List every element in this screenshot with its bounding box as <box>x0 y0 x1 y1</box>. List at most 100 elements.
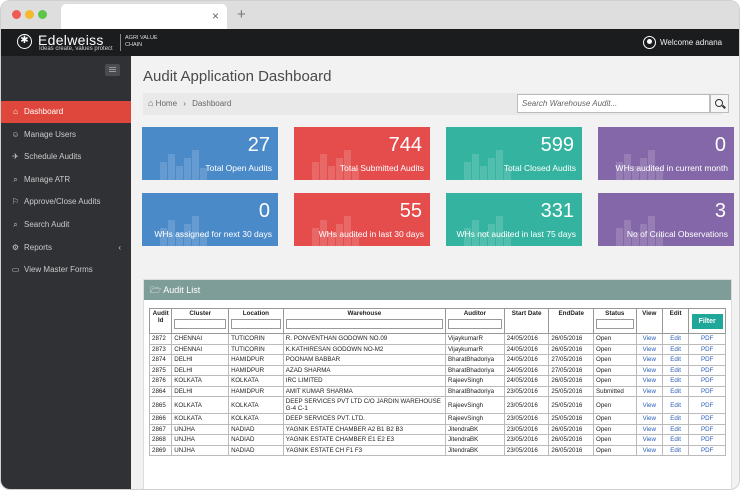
table-row[interactable]: 2876 KOLKATA KOLKATA IRC LIMITED RajeevSingh… <box>148 375 726 387</box>
table-cell: 2872 <box>148 333 173 345</box>
view-link[interactable]: View <box>635 396 663 414</box>
table-row[interactable]: 2866 KOLKATA KOLKATA DEEP SERVICES PVT. LTD… <box>148 413 726 425</box>
home-icon[interactable]: ⌂ <box>148 98 154 108</box>
maximize-window-dot[interactable] <box>38 10 47 19</box>
edit-link[interactable]: Edit <box>661 434 690 446</box>
edit-link[interactable]: Edit <box>661 375 690 387</box>
sidebar-item-view-master-forms[interactable]: ▭ View Master Forms <box>1 259 131 281</box>
pdf-link[interactable]: PDF <box>688 333 726 345</box>
sidebar-item-dashboard[interactable]: ⌂ Dashboard <box>1 101 131 123</box>
table-cell: 26/05/2016 <box>548 375 595 387</box>
stat-card[interactable]: 744 Total Submitted Audits <box>294 127 430 180</box>
welcome-user[interactable]: Welcome adnana <box>660 38 723 47</box>
stat-card[interactable]: 331 WHs not audited in last 75 days <box>446 193 582 246</box>
view-link[interactable]: View <box>635 364 663 376</box>
stat-card[interactable]: 27 Total Open Audits <box>142 127 278 180</box>
search-button-icon[interactable] <box>710 94 729 113</box>
table-row[interactable]: 2875 DELHI HAMIDPUR AZAD SHARMA BharatBhador… <box>148 364 726 376</box>
new-tab-icon[interactable]: + <box>237 6 246 23</box>
filter-location-input[interactable] <box>231 319 281 329</box>
search-warehouse-input[interactable] <box>517 94 710 113</box>
edit-link[interactable]: Edit <box>661 354 690 366</box>
table-cell: JitendraBK <box>445 434 505 446</box>
filter-cluster-input[interactable] <box>174 319 227 329</box>
table-cell: 2865 <box>148 396 173 414</box>
pdf-link[interactable]: PDF <box>688 364 726 376</box>
table-cell: KOLKATA <box>228 375 284 387</box>
pdf-link[interactable]: PDF <box>688 444 726 456</box>
edit-link[interactable]: Edit <box>661 423 690 435</box>
pdf-link[interactable]: PDF <box>688 385 726 397</box>
view-link[interactable]: View <box>635 385 663 397</box>
table-cell: 25/05/2016 <box>548 396 595 414</box>
table-row[interactable]: 2873 CHENNAI TUTICORIN K.KATHIRESAN GODOWN … <box>148 343 726 355</box>
stat-card[interactable]: 0 WHs audited in current month <box>598 127 734 180</box>
sidebar-0-icon: ⌂ <box>13 107 18 116</box>
filter-warehouse-input[interactable] <box>285 319 443 329</box>
sidebar-4-icon: ⚐ <box>11 197 20 207</box>
filter-button[interactable]: Filter <box>691 313 723 329</box>
table-cell: AZAD SHARMA <box>282 364 447 376</box>
sidebar-item-manage-users[interactable]: ☺ Manage Users <box>1 124 131 146</box>
menu-toggle-icon[interactable] <box>105 64 120 76</box>
pdf-link[interactable]: PDF <box>688 434 726 446</box>
table-row[interactable]: 2872 CHENNAI TUTICORIN R. PONVENTHAN GODOWN… <box>148 333 726 345</box>
pdf-link[interactable]: PDF <box>688 423 726 435</box>
edit-link[interactable]: Edit <box>661 343 690 355</box>
table-row[interactable]: 2874 DELHI HAMIDPUR POONAM BABBAR BharatBhad… <box>148 354 726 366</box>
stat-card[interactable]: 599 Total Closed Audits <box>446 127 582 180</box>
stat-value: 55 <box>399 200 422 222</box>
view-link[interactable]: View <box>635 444 663 456</box>
sidebar-item-schedule-audits[interactable]: ✈ Schedule Audits <box>1 146 131 168</box>
table-cell: RajeevSingh <box>445 413 505 425</box>
pdf-link[interactable]: PDF <box>688 375 726 387</box>
tab-close-icon[interactable]: × <box>211 9 219 23</box>
pdf-link[interactable]: PDF <box>688 396 726 414</box>
table-cell: Open <box>593 396 637 414</box>
sidebar-item-approve-close-audits[interactable]: ⚐ Approve/Close Audits <box>1 191 131 213</box>
table-cell: 23/05/2016 <box>503 396 550 414</box>
stat-value: 331 <box>540 200 574 222</box>
table-row[interactable]: 2865 KOLKATA KOLKATA DEEP SERVICES PVT LTD … <box>148 396 726 414</box>
edit-link[interactable]: Edit <box>661 413 690 425</box>
sidebar-item-search-audit[interactable]: ⌕ Search Audit <box>1 214 131 236</box>
edit-link[interactable]: Edit <box>661 333 690 345</box>
table-cell: 2866 <box>148 413 173 425</box>
view-link[interactable]: View <box>635 333 663 345</box>
view-link[interactable]: View <box>635 354 663 366</box>
browser-tab[interactable]: × <box>61 4 227 29</box>
view-link[interactable]: View <box>635 343 663 355</box>
table-cell: TUTICORIN <box>228 343 284 355</box>
edit-link[interactable]: Edit <box>661 396 690 414</box>
stat-card[interactable]: 55 WHs audited in last 30 days <box>294 193 430 246</box>
pdf-link[interactable]: PDF <box>688 343 726 355</box>
view-link[interactable]: View <box>635 423 663 435</box>
table-cell: 2876 <box>148 375 173 387</box>
view-link[interactable]: View <box>635 434 663 446</box>
user-avatar-icon[interactable] <box>643 36 656 49</box>
table-cell: Open <box>593 423 637 435</box>
breadcrumb-home[interactable]: Home <box>155 99 178 108</box>
minimize-window-dot[interactable] <box>25 10 34 19</box>
stat-card[interactable]: 0 WHs assigned for next 30 days <box>142 193 278 246</box>
table-row[interactable]: 2864 DELHI HAMIDPUR AMIT KUMAR SHARMA Bharat… <box>148 385 726 397</box>
stat-card[interactable]: 3 No of Critical Observations <box>598 193 734 246</box>
table-row[interactable]: 2868 UNJHA NADIAD YAGNIK ESTATE CHAMBER E1 … <box>148 434 726 446</box>
edit-link[interactable]: Edit <box>661 444 690 456</box>
sidebar-item-reports[interactable]: ⚙ Reports ‹ <box>1 237 131 259</box>
pdf-link[interactable]: PDF <box>688 413 726 425</box>
view-link[interactable]: View <box>635 375 663 387</box>
filter-status-input[interactable] <box>596 319 634 329</box>
stat-label: WHs not audited in last 75 days <box>456 229 576 239</box>
table-row[interactable]: 2867 UNJHA NADIAD YAGNIK ESTATE CHAMBER A2 … <box>148 423 726 435</box>
chart-watermark-icon <box>302 148 362 180</box>
sidebar-item-manage-atr[interactable]: ⌕ Manage ATR <box>1 169 131 191</box>
pdf-link[interactable]: PDF <box>688 354 726 366</box>
table-row[interactable]: 2869 UNJHA NADIAD YAGNIK ESTATE CH F1 F3 Jit… <box>148 444 726 456</box>
col-cluster: Cluster <box>171 308 230 334</box>
filter-auditor-input[interactable] <box>448 319 502 329</box>
close-window-dot[interactable] <box>12 10 21 19</box>
edit-link[interactable]: Edit <box>661 385 690 397</box>
view-link[interactable]: View <box>635 413 663 425</box>
edit-link[interactable]: Edit <box>661 364 690 376</box>
